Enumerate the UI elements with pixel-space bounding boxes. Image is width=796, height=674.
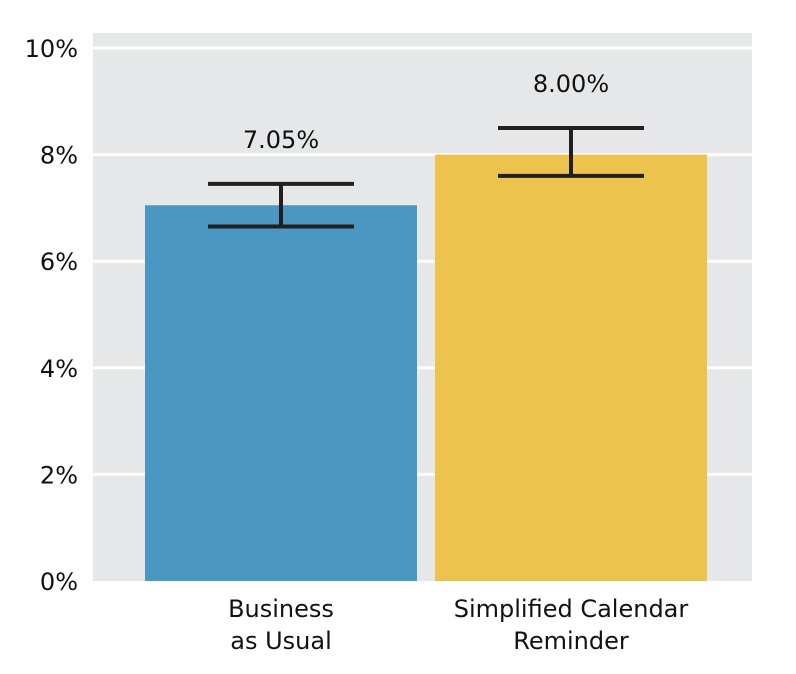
y-axis-tick-labels: 0% 2% 4% 6% 8% 10% [25,35,78,596]
error-bars [208,125,644,229]
x-category-label-line: Reminder [513,627,629,655]
x-category-label-line: Business [228,595,334,623]
data-label: 7.05% [243,126,319,154]
y-tick-label: 2% [40,461,78,489]
data-label: 8.00% [533,70,609,98]
bar [435,154,707,581]
y-tick-label: 6% [40,248,78,276]
x-category-label-line: Simplified Calendar [454,595,689,623]
x-category-label-line: as Usual [230,627,332,655]
y-tick-label: 0% [40,568,78,596]
y-tick-label: 4% [40,355,78,383]
y-tick-label: 8% [40,142,78,170]
bars [145,154,707,582]
x-category-label: Simplified Calendar Reminder [454,595,689,655]
x-category-label: Business as Usual [228,595,334,655]
x-axis-category-labels: Business as Usual Simplified Calendar Remin… [228,595,688,655]
y-tick-label: 10% [25,35,78,63]
data-labels: 7.05% 8.00% [243,70,609,154]
bar [145,205,417,582]
